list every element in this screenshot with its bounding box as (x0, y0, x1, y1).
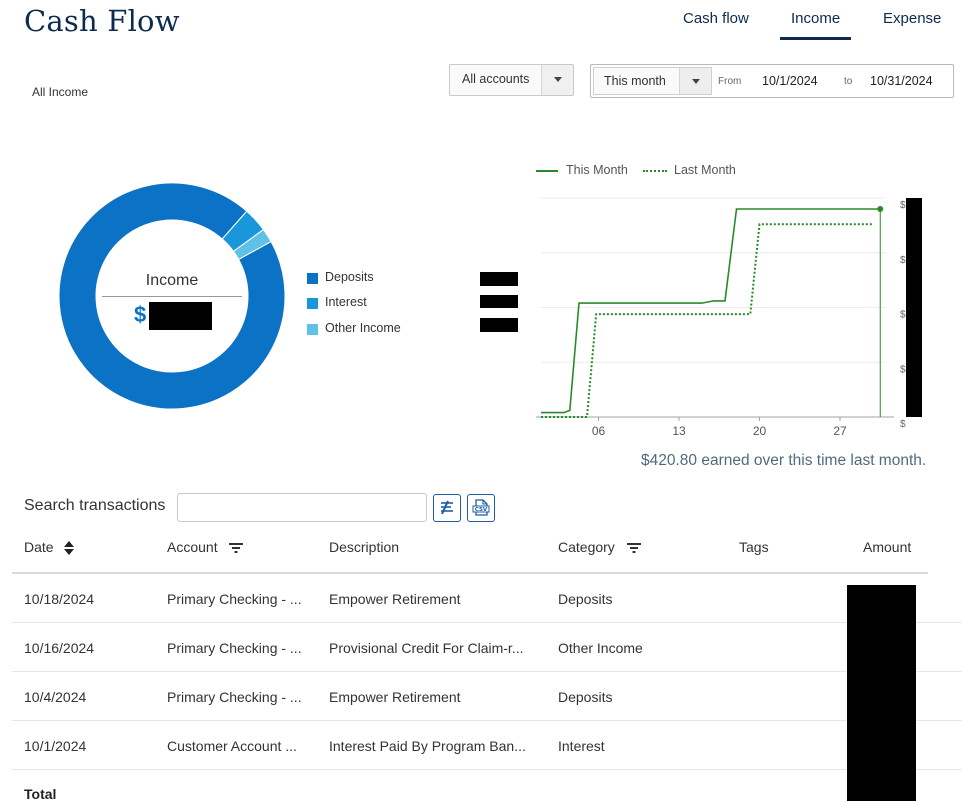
period-select-value: This month (604, 74, 666, 88)
accounts-select-toggle[interactable] (541, 65, 573, 95)
cell-account: Primary Checking - ... (167, 591, 302, 607)
table-row[interactable]: 10/16/2024 Primary Checking - ... Provis… (12, 623, 962, 672)
from-date-input[interactable]: 10/1/2024 (762, 74, 818, 88)
donut-currency-symbol: $ (134, 302, 147, 327)
cell-description: Empower Retirement (329, 689, 461, 705)
chevron-down-icon (554, 77, 562, 82)
legend-swatch-other-income (307, 324, 318, 335)
cell-category[interactable]: Deposits (558, 689, 613, 705)
redacted-deposits-amount (480, 272, 518, 286)
redacted-total-amount (149, 302, 212, 330)
from-label: From (718, 76, 742, 87)
redacted-y-axis-values (906, 198, 922, 417)
tab-cash-flow[interactable]: Cash flow (683, 10, 749, 27)
redacted-interest-amount (480, 295, 518, 308)
period-select-toggle[interactable] (679, 68, 711, 94)
income-donut-chart (59, 183, 285, 409)
cell-account: Primary Checking - ... (167, 689, 302, 705)
accounts-select-value: All accounts (462, 72, 530, 86)
cell-date: 10/18/2024 (24, 591, 95, 607)
cell-description: Interest Paid By Program Ban... (329, 738, 526, 754)
donut-slice-deposits[interactable] (59, 183, 285, 409)
cell-date: 10/16/2024 (24, 640, 95, 656)
legend-swatch-deposits (307, 273, 318, 284)
cell-category[interactable]: Other Income (558, 640, 643, 656)
y-tick-label: $ (900, 310, 906, 321)
filter-icon (229, 543, 244, 554)
table-row[interactable]: 10/4/2024 Primary Checking - ... Empower… (12, 672, 962, 721)
column-header-description: Description (329, 539, 400, 555)
filter-icon (626, 543, 641, 554)
donut-divider (102, 296, 242, 297)
redacted-other-income-amount (480, 318, 518, 332)
edit-list-icon (441, 500, 453, 515)
y-tick-label: $ (900, 255, 906, 266)
series-line-this-month[interactable] (541, 208, 881, 414)
x-tick-label: 13 (672, 424, 686, 438)
column-header-label: Account (167, 539, 218, 555)
column-header-amount[interactable]: Amount (863, 539, 912, 555)
to-label: to (844, 76, 853, 87)
column-header-tags: Tags (739, 539, 769, 555)
y-tick-label: $ (900, 364, 906, 375)
x-tick-label: 06 (592, 424, 606, 438)
date-range-picker: This month From 10/1/2024 to 10/31/2024 (590, 64, 954, 98)
column-header-account[interactable]: Account (167, 539, 244, 555)
column-header-date[interactable]: Date (24, 539, 75, 556)
tab-income[interactable]: Income (779, 10, 852, 40)
donut-center-label: Income (145, 272, 199, 289)
legend-label: Deposits (325, 270, 374, 284)
period-select[interactable]: This month (593, 67, 712, 95)
column-header-label: Date (24, 539, 54, 555)
cell-account: Customer Account ... (167, 738, 297, 754)
y-tick-label: $ (900, 419, 906, 430)
chart-legend-label: This Month (566, 163, 628, 177)
cell-date: 10/1/2024 (24, 738, 87, 754)
donut-slice-other-income[interactable] (232, 228, 272, 261)
column-header-label: Category (558, 539, 615, 555)
today-marker-dot[interactable] (877, 205, 884, 212)
x-tick-label: 20 (753, 424, 767, 438)
legend-label: Other Income (325, 321, 401, 335)
dotted-line-swatch (643, 170, 667, 172)
solid-line-swatch (536, 170, 558, 172)
edit-list-button[interactable] (433, 494, 461, 522)
tab-expense[interactable]: Expense (883, 10, 942, 27)
table-row[interactable]: 10/1/2024 Customer Account ... Interest … (12, 721, 962, 770)
page-title: Cash Flow (24, 4, 180, 38)
legend-swatch-interest (307, 298, 318, 309)
cell-description: Provisional Credit For Claim-r... (329, 640, 524, 656)
cell-description: Empower Retirement (329, 591, 461, 607)
total-label: Total (24, 786, 57, 801)
sort-icon (64, 541, 75, 556)
cell-category[interactable]: Deposits (558, 591, 613, 607)
income-trend-chart: 06 13 20 27 $ $ $ $ $ (536, 197, 922, 438)
table-row[interactable]: 10/18/2024 Primary Checking - ... Empowe… (12, 574, 962, 623)
income-filter-label: All Income (32, 85, 89, 99)
column-header-category[interactable]: Category (558, 539, 641, 555)
last-month-comparison: $420.80 earned over this time last month… (641, 452, 927, 469)
cell-date: 10/4/2024 (24, 689, 87, 705)
search-input[interactable] (177, 493, 427, 522)
redacted-amount-column (847, 585, 916, 801)
cell-account: Primary Checking - ... (167, 640, 302, 656)
chart-legend-label: Last Month (674, 163, 736, 177)
search-label: Search transactions (24, 497, 166, 514)
csv-file-icon: CSV (472, 499, 490, 516)
legend-label: Interest (325, 295, 367, 309)
chevron-down-icon (692, 79, 700, 84)
to-date-input[interactable]: 10/31/2024 (870, 74, 933, 88)
export-csv-button[interactable]: CSV (467, 494, 495, 522)
x-tick-label: 27 (833, 424, 847, 438)
accounts-select[interactable]: All accounts (449, 64, 574, 96)
y-tick-label: $ (900, 200, 906, 211)
table-header-divider (12, 572, 928, 574)
series-line-last-month[interactable] (541, 223, 873, 418)
cell-category[interactable]: Interest (558, 738, 605, 754)
svg-text:CSV: CSV (475, 507, 488, 513)
